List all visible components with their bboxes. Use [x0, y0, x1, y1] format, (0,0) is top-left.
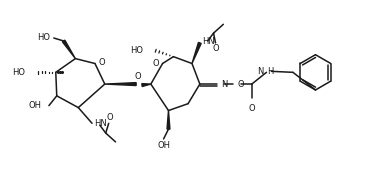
Text: O: O: [249, 104, 255, 113]
Text: HO: HO: [37, 33, 50, 42]
Text: HO: HO: [130, 46, 143, 55]
Text: O: O: [212, 44, 219, 53]
Text: N: N: [257, 67, 264, 76]
Text: HN: HN: [202, 37, 214, 46]
Polygon shape: [62, 40, 75, 59]
Text: HO: HO: [12, 68, 25, 77]
Text: O: O: [106, 113, 113, 122]
Text: HN: HN: [94, 119, 107, 128]
Polygon shape: [167, 111, 170, 129]
Polygon shape: [105, 83, 136, 86]
Text: OH: OH: [28, 101, 41, 110]
Text: H: H: [267, 67, 274, 76]
Text: O: O: [152, 59, 159, 68]
Polygon shape: [192, 42, 201, 64]
Text: O: O: [99, 58, 105, 67]
Polygon shape: [142, 84, 151, 87]
Text: O: O: [237, 80, 244, 89]
Text: N: N: [221, 80, 228, 89]
Text: OH: OH: [157, 141, 170, 150]
Text: O: O: [135, 72, 141, 81]
